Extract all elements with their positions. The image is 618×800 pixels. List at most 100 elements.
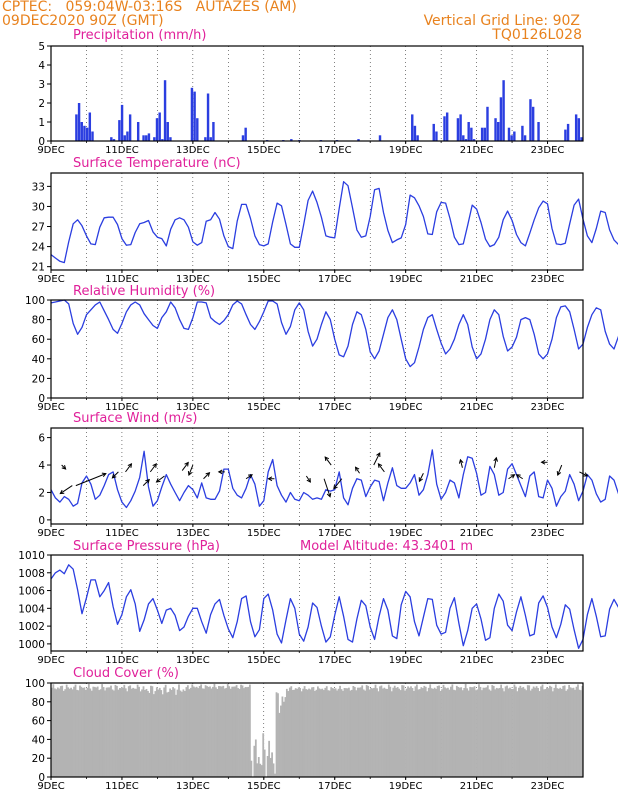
cloud-bar [540,686,542,777]
precip-bar [513,131,516,141]
cloud-bar [315,689,318,777]
cloud-bar [192,686,195,777]
cloud-bar [401,685,404,777]
cloud-bar [339,685,341,777]
cloud-bar [380,685,383,777]
cloud-bar [513,684,516,777]
cloud-bar [373,687,375,777]
y-tick-label: 100 [25,678,45,690]
cloud-bar [365,685,368,777]
cloud-bar [163,687,166,777]
precip-bar [523,135,527,141]
y-tick-label: 3 [38,79,45,91]
wind-arrow-head [515,474,521,479]
wind-arrow [203,472,210,480]
cloud-bar [281,696,284,777]
cloud-bar [157,689,160,777]
x-tick-label: 19DEC [389,655,423,666]
cloud-bar [569,687,572,777]
cloud-bar [59,686,62,777]
x-tick-label: 13DEC [176,528,210,539]
cloud-bar [175,694,177,777]
x-tick-label: 17DEC [318,781,352,792]
header-grid-note: Vertical Grid Line: 90Z [423,13,580,29]
wind-arrow-head [248,474,253,479]
y-tick-label: 20 [32,373,45,385]
cloud-bar [447,687,449,777]
precip-bar [464,139,468,141]
precip-bar [445,112,449,141]
cloud-bar [92,686,95,777]
y-tick-label: 2 [38,98,45,110]
precip-bar [110,137,113,141]
x-tick-label: 15DEC [247,655,281,666]
x-tick-label: 13DEC [176,274,210,285]
x-tick-label: 17DEC [318,274,352,285]
cloud-bar [556,688,559,777]
precip-bar [77,103,81,141]
x-tick-label: 15DEC [247,145,281,156]
precip-bar [577,118,581,141]
panel-title: Surface Wind (m/s) [73,411,197,426]
cloud-bar [423,685,426,777]
y-tick-label: 4 [38,60,45,72]
cloud-bar [83,687,86,777]
cloud-bar [293,689,296,777]
precip-bar [158,112,161,141]
cloud-bar [185,687,188,777]
cloud-bar [566,689,569,777]
x-tick-label: 23DEC [531,781,565,792]
cloud-bar [250,760,253,777]
wind-arrow [181,462,189,471]
cloud-bar [348,687,350,777]
cloud-bar [494,689,497,777]
cloud-bar [454,690,457,777]
wind-arrow [323,478,331,497]
wind-arrow-head [145,478,150,484]
wind-arrow-head [583,472,589,477]
precip-bar [566,123,570,141]
cloud-bar [52,684,55,777]
cloud-bar [294,688,297,777]
cloud-bar [455,685,458,777]
precip-bar [241,135,245,141]
precip-bar [142,135,145,141]
cloud-bar [51,687,53,777]
cloud-bar [444,687,446,777]
cloud-bar [277,693,279,777]
cloud-bar [439,690,442,777]
cloud-bar [288,687,291,777]
x-tick-label: 23DEC [531,655,565,666]
cloud-bar [194,687,197,777]
cloud-bar [436,685,439,777]
cloud-bar [336,690,338,777]
cloud-bar [290,686,293,777]
cloud-bar [167,691,170,777]
cloud-bar [285,688,288,777]
cloud-bar [226,684,229,777]
x-tick-label: 19DEC [389,528,423,539]
cloud-bar [451,684,454,777]
cloud-bar [86,687,89,777]
y-tick-label: 1000 [18,639,45,651]
cloud-bar [195,686,198,777]
cloud-bar [155,687,158,777]
cloud-bar [392,687,395,777]
y-tick-label: 0 [38,136,45,148]
y-tick-label: 1010 [18,550,45,562]
precip-bar [85,127,89,141]
cloud-bar [389,686,392,777]
cloud-bar [405,688,408,777]
panel-frame [50,682,584,778]
cloud-bar [516,691,519,777]
y-tick-label: 0 [38,515,45,527]
cloud-bar [186,685,189,777]
cloud-bar [337,688,340,777]
precip-bar [467,122,470,141]
cloud-bar [318,688,321,777]
wind-arrow-head [187,470,193,476]
cloud-bar [220,686,223,777]
x-tick-label: 9DEC [37,145,64,156]
cloud-bar [182,689,185,777]
wind-arrow-head [458,458,464,464]
